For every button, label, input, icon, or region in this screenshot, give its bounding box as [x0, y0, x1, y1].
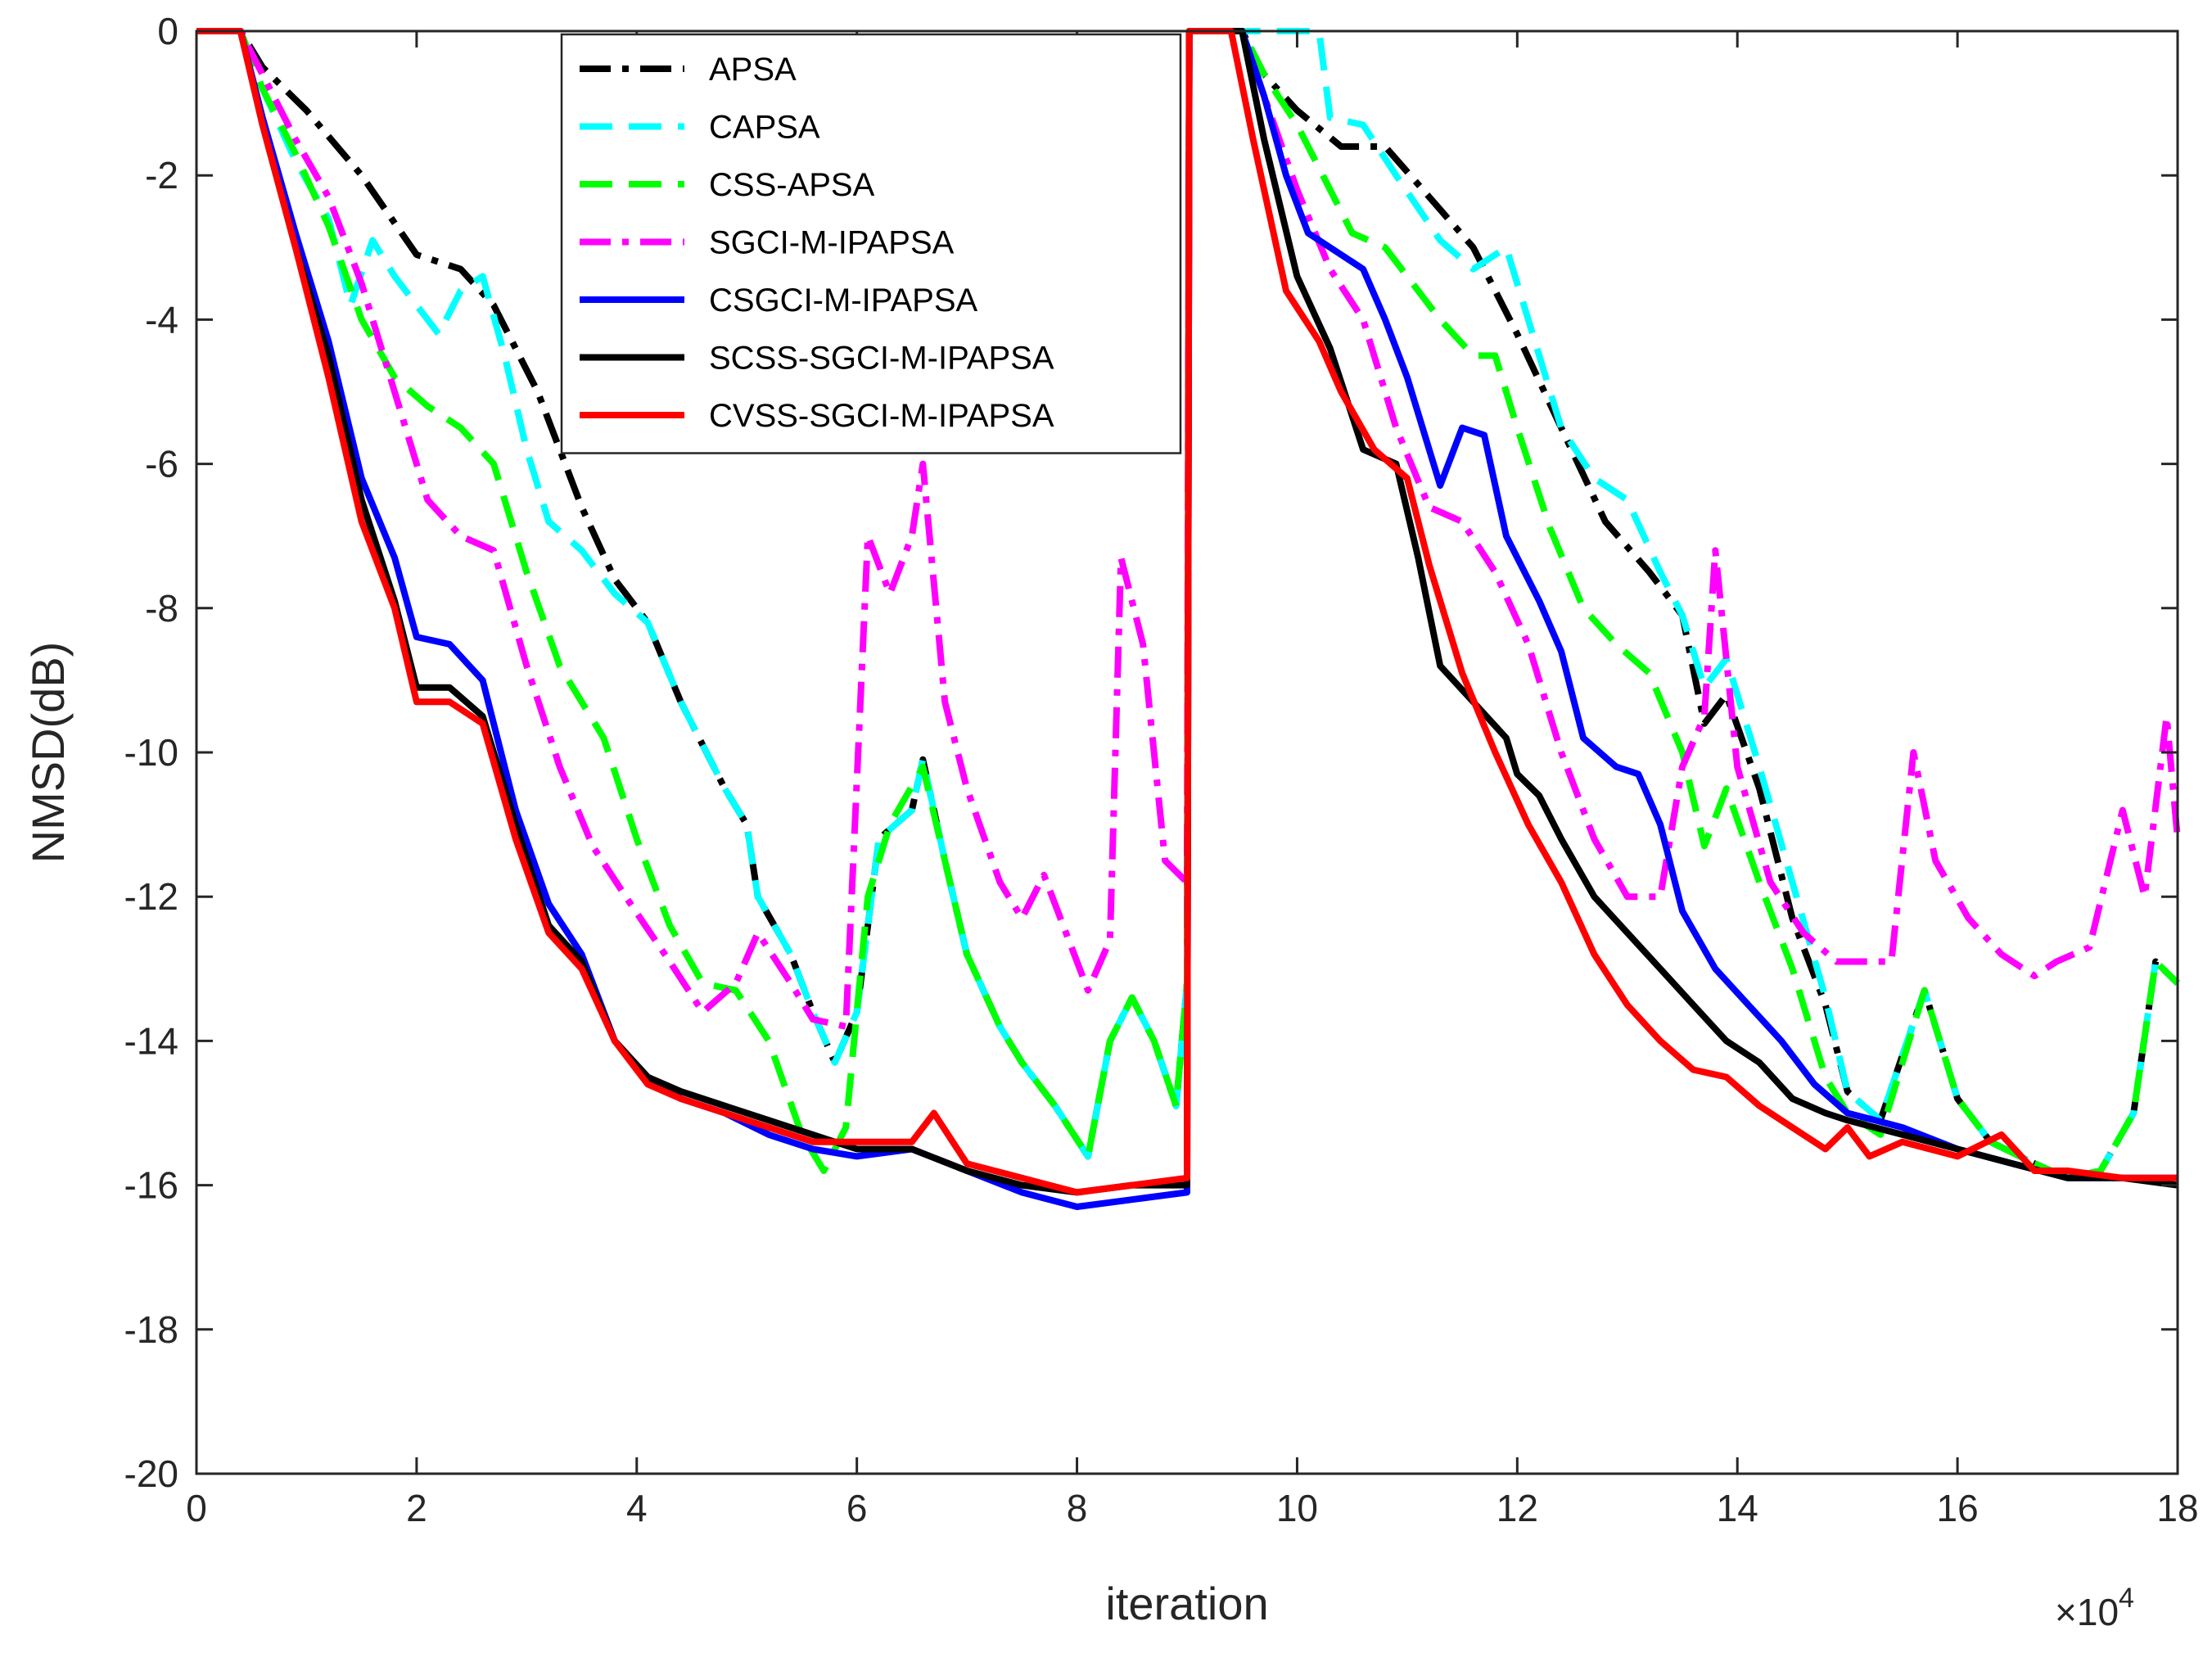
y-tick-label: -20: [124, 1452, 178, 1495]
legend-label-7: CVSS-SGCI-M-IPAPSA: [709, 398, 1054, 434]
y-axis-label: NMSD(dB): [22, 642, 74, 864]
x-multiplier-base: ×10: [2055, 1591, 2119, 1633]
legend-label-3: CSS-APSA: [709, 167, 875, 203]
y-tick-label: -8: [145, 587, 178, 630]
y-tick-label: -6: [145, 443, 178, 486]
x-tick-label: 4: [626, 1487, 648, 1529]
x-tick-label: 18: [2156, 1487, 2198, 1529]
x-tick-label: 0: [186, 1487, 207, 1529]
x-tick-label: 6: [846, 1487, 868, 1529]
y-tick-label: -18: [124, 1308, 178, 1351]
y-tick-label: -12: [124, 875, 178, 918]
x-tick-label: 14: [1717, 1487, 1758, 1529]
legend-label-1: APSA: [709, 52, 797, 88]
x-tick-label: 2: [406, 1487, 427, 1529]
x-tick-label: 8: [1067, 1487, 1088, 1529]
x-tick-label: 16: [1937, 1487, 1979, 1529]
series-line-1: [196, 28, 2180, 1181]
x-axis-multiplier: ×104: [2055, 1583, 2134, 1633]
y-tick-label: 0: [157, 10, 178, 52]
x-axis-label: iteration: [1105, 1578, 1268, 1629]
series-line-5: [196, 28, 2178, 1210]
y-tick-label: -14: [124, 1019, 178, 1062]
tick-layer: 0 2 4 6 8 10 12 14 16 18 0 -2 -4 -6 -8 -10 -12 -14 -16 -18 -…: [124, 10, 2199, 1529]
y-tick-label: -16: [124, 1164, 178, 1207]
x-tick-label: 12: [1496, 1487, 1538, 1529]
y-tick-label: -2: [145, 154, 178, 196]
x-tick-label: 10: [1276, 1487, 1318, 1529]
y-tick-label: -4: [145, 298, 178, 341]
legend-label-5: CSGCI-M-IPAPSA: [709, 282, 978, 318]
y-tick-label: -10: [124, 731, 178, 774]
x-multiplier-exponent: 4: [2119, 1583, 2134, 1614]
legend: APSA CAPSA CSS-APSA SGCI-M-IPAPSA CSGCI-M-IP…: [560, 33, 1182, 454]
legend-label-2: CAPSA: [709, 110, 820, 146]
series-line-3: [196, 28, 2180, 1181]
legend-label-4: SGCI-M-IPAPSA: [709, 225, 955, 261]
legend-label-6: SCSS-SGCI-M-IPAPSA: [709, 341, 1054, 377]
series-line-4: [196, 28, 2181, 1030]
